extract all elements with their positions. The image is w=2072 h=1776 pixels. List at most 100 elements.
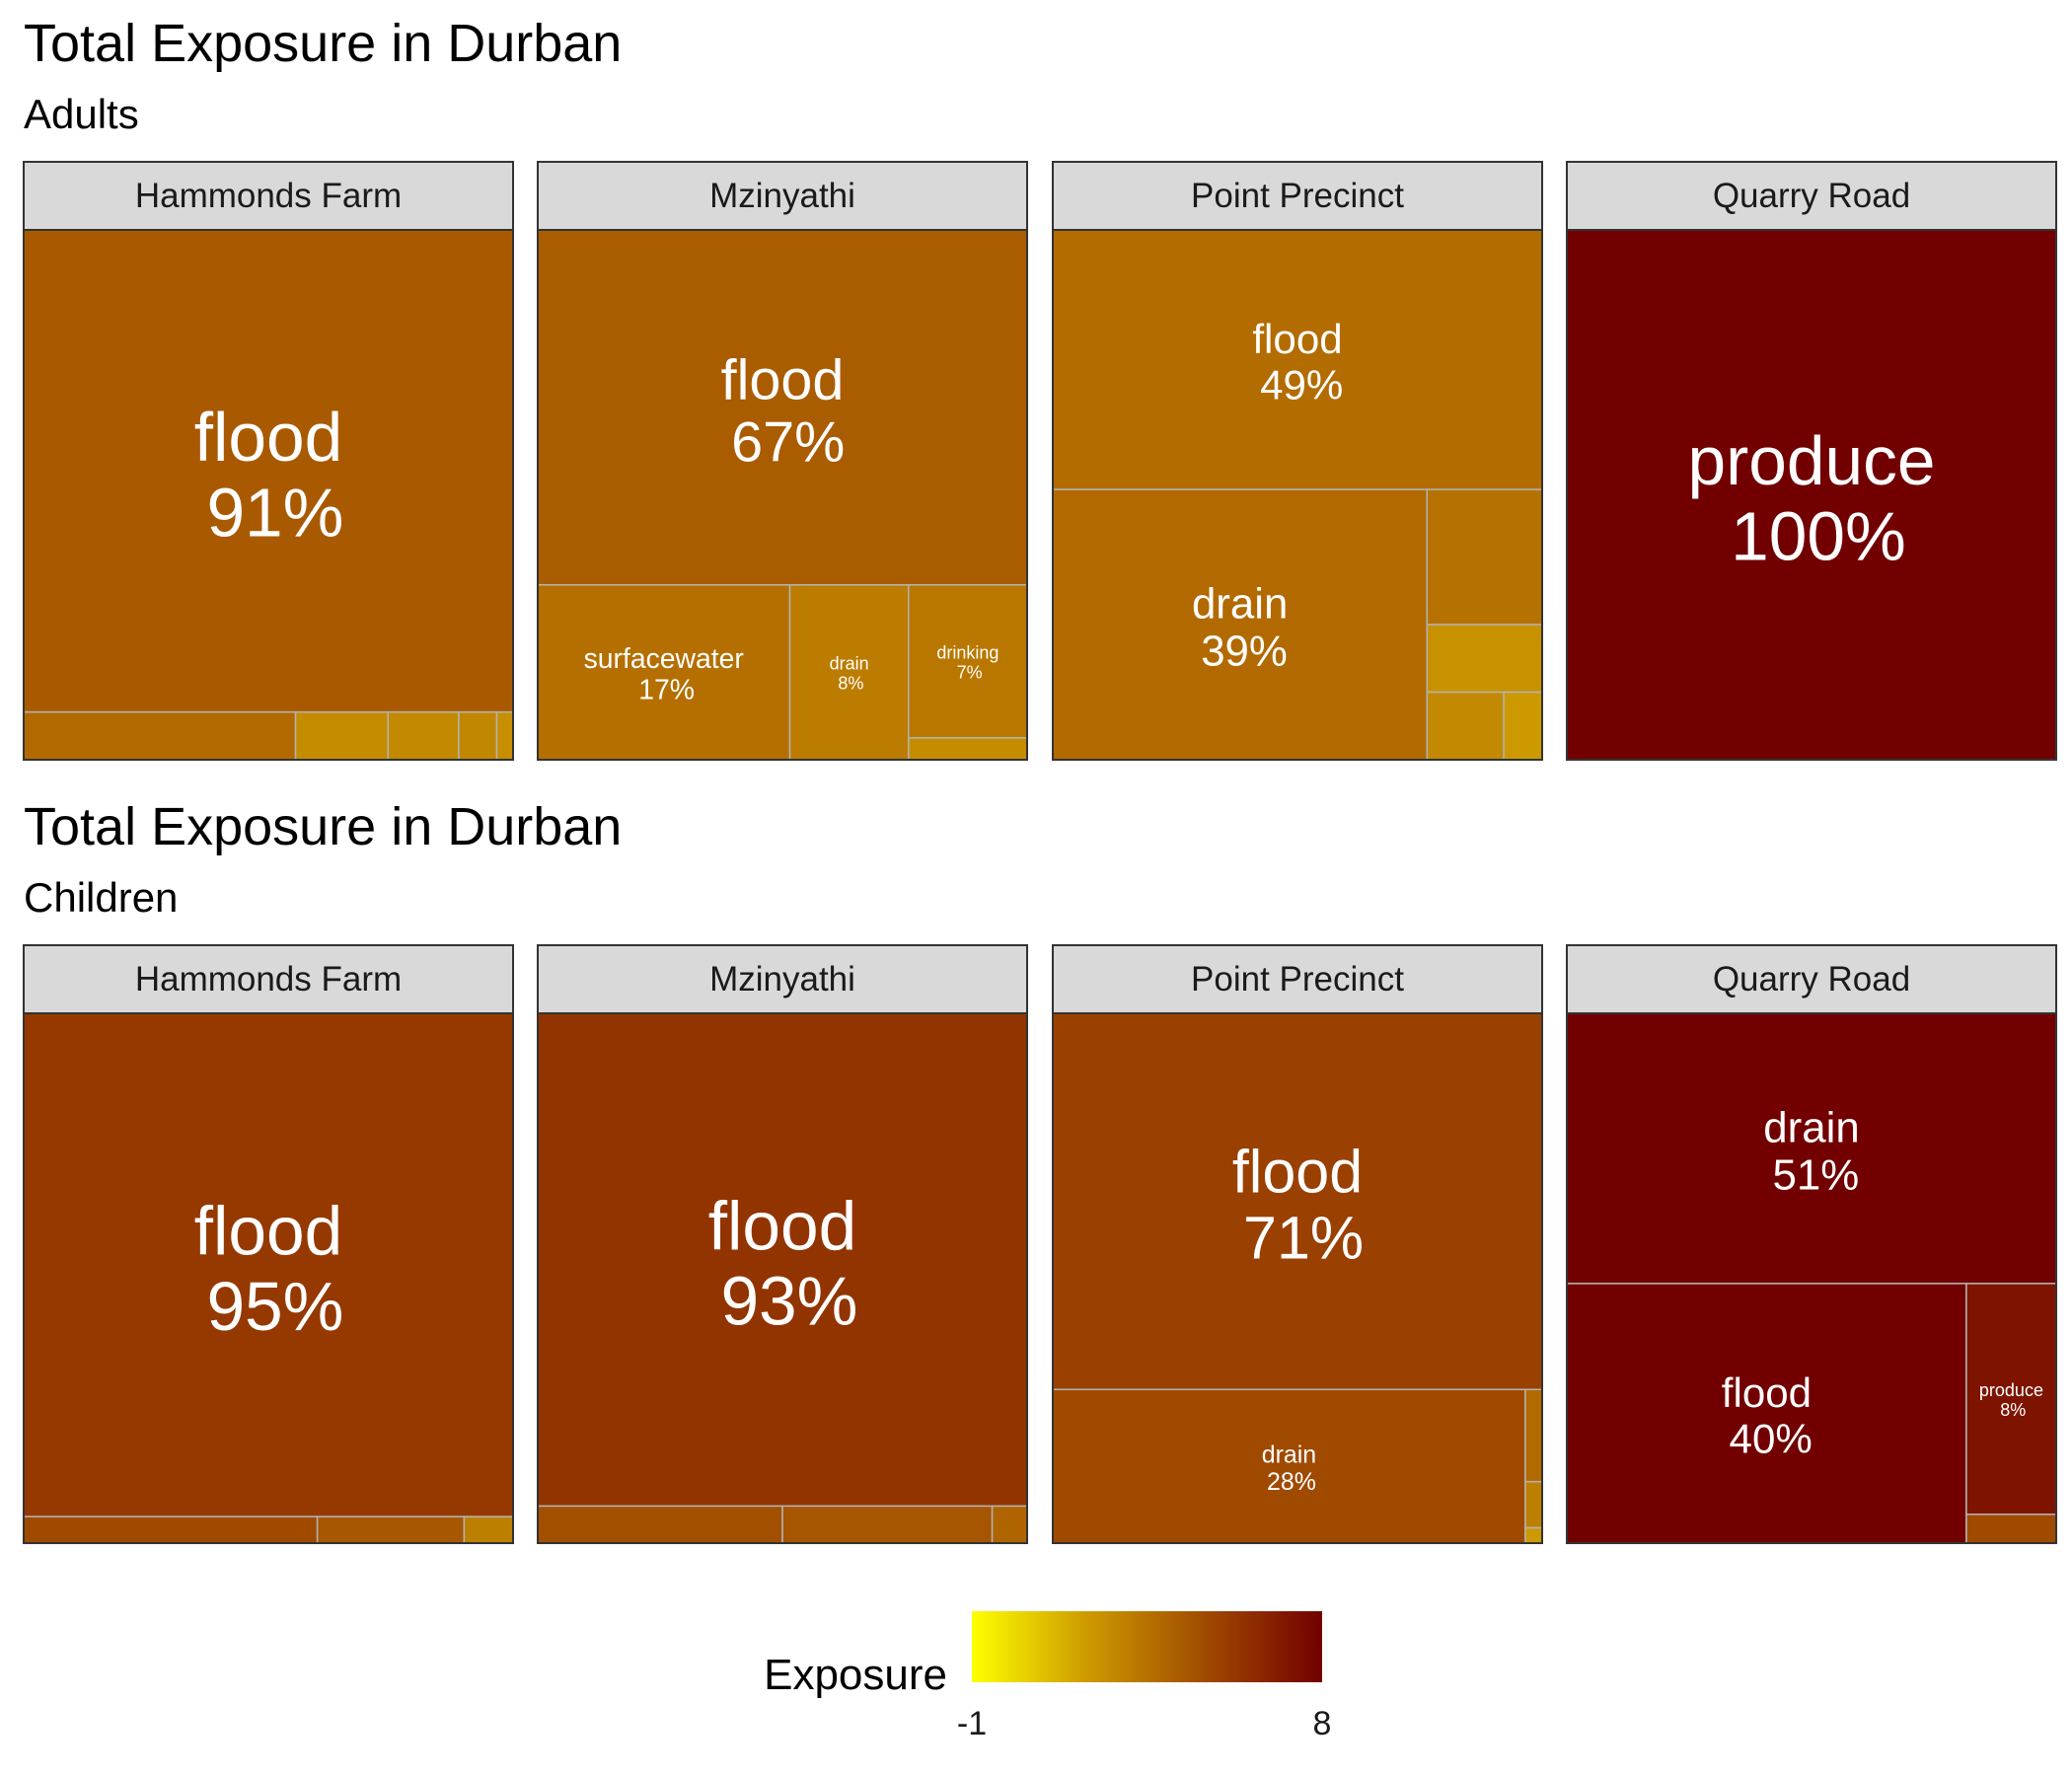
facet-label: Point Precinct bbox=[1191, 177, 1404, 215]
tile-percent: 17% bbox=[638, 674, 695, 705]
treemap-block-children: Total Exposure in Durban Children Hammonds… bbox=[23, 797, 2057, 1544]
tile-percent: 7% bbox=[957, 662, 983, 682]
tile-label: flood bbox=[721, 348, 845, 411]
tile-label: flood bbox=[708, 1187, 857, 1264]
tile-label: drinking bbox=[936, 643, 999, 663]
tile-label: drain bbox=[830, 654, 869, 674]
tile-percent: 95% bbox=[206, 1268, 343, 1345]
panel-border bbox=[23, 229, 514, 761]
treemap-tile bbox=[1503, 691, 1543, 761]
tile-percent: 100% bbox=[1731, 497, 1906, 574]
facet-label: Quarry Road bbox=[1713, 960, 1910, 999]
treemap-tile bbox=[1426, 691, 1505, 761]
tile-label: produce bbox=[1688, 422, 1936, 499]
treemap-tile bbox=[1524, 1480, 1543, 1529]
treemap-tile bbox=[1426, 624, 1543, 694]
tile-label: flood bbox=[1722, 1369, 1812, 1416]
chart-subtitle: Adults bbox=[24, 91, 139, 137]
tile-label: surfacewater bbox=[584, 643, 744, 675]
treemap-tile bbox=[1052, 1388, 1526, 1544]
treemap-tile bbox=[908, 737, 1028, 761]
panel-border bbox=[23, 1012, 514, 1544]
tile-label: produce bbox=[1979, 1380, 2043, 1400]
facet-label: Hammonds Farm bbox=[135, 960, 402, 999]
legend: Exposure -1 8 bbox=[764, 1611, 1331, 1742]
treemap-tile bbox=[991, 1505, 1028, 1544]
tile-percent: 28% bbox=[1267, 1468, 1316, 1496]
facet-strip bbox=[537, 944, 1028, 1014]
panel-border bbox=[1052, 229, 1543, 761]
tile-label: drain bbox=[1763, 1103, 1859, 1151]
tile-label: drain bbox=[1262, 1441, 1316, 1468]
legend-title: Exposure bbox=[764, 1651, 947, 1699]
treemap-tile bbox=[495, 710, 514, 761]
treemap-tile bbox=[781, 1505, 994, 1544]
facet-strip bbox=[23, 944, 514, 1014]
tile-percent: 40% bbox=[1730, 1415, 1813, 1461]
treemap-tile bbox=[316, 1516, 466, 1544]
treemap-tile bbox=[458, 710, 498, 761]
tile-percent: 51% bbox=[1773, 1151, 1860, 1200]
treemap-tile bbox=[1052, 1012, 1543, 1391]
tile-label: flood bbox=[1232, 1138, 1363, 1205]
legend-max-label: 8 bbox=[1313, 1705, 1332, 1742]
treemap-tile bbox=[1965, 1283, 2057, 1516]
tile-percent: 49% bbox=[1260, 362, 1343, 408]
treemap-tile bbox=[23, 1516, 319, 1544]
facet-strip bbox=[23, 161, 514, 231]
treemap-tile bbox=[537, 1012, 1028, 1508]
treemap-tile bbox=[1524, 1526, 1543, 1544]
tile-percent: 93% bbox=[720, 1263, 857, 1340]
facet-label: Mzinyathi bbox=[709, 960, 855, 999]
tile-percent: 67% bbox=[731, 411, 845, 475]
legend-min-label: -1 bbox=[957, 1705, 987, 1742]
tile-label: drain bbox=[1192, 579, 1288, 628]
treemap-tile bbox=[1426, 488, 1543, 626]
facet-label: Point Precinct bbox=[1191, 960, 1404, 999]
facet-strip bbox=[1052, 944, 1543, 1014]
treemap-tile bbox=[1566, 1012, 2057, 1285]
treemap-tile bbox=[463, 1516, 514, 1544]
treemap-tile bbox=[1965, 1514, 2057, 1544]
treemap-tile bbox=[537, 1505, 783, 1544]
treemap-tile bbox=[788, 584, 910, 761]
treemap-block-adults: Total Exposure in Durban Adults Hammonds F… bbox=[23, 14, 2057, 761]
treemap-tile bbox=[908, 584, 1028, 739]
chart-title: Total Exposure in Durban bbox=[24, 14, 622, 73]
panel-border bbox=[1566, 229, 2057, 761]
panel-border bbox=[537, 1012, 1028, 1544]
panel-border bbox=[1052, 1012, 1543, 1544]
treemap-tile bbox=[1566, 229, 2057, 761]
chart-title: Total Exposure in Durban bbox=[24, 797, 622, 856]
treemap-tile bbox=[23, 229, 514, 713]
tile-percent: 91% bbox=[206, 474, 343, 551]
treemap-tile bbox=[23, 710, 297, 761]
treemap-tile bbox=[387, 710, 460, 761]
facet-label: Hammonds Farm bbox=[135, 177, 402, 215]
treemap-tile bbox=[23, 1012, 514, 1517]
facet-strip bbox=[1566, 944, 2057, 1014]
tile-percent: 8% bbox=[838, 673, 863, 693]
treemap-tile bbox=[294, 710, 389, 761]
chart-subtitle: Children bbox=[24, 874, 178, 921]
tile-label: flood bbox=[1252, 316, 1342, 362]
treemap-tile bbox=[1524, 1388, 1543, 1483]
panel-border bbox=[1566, 1012, 2057, 1544]
panel-border bbox=[537, 229, 1028, 761]
facet-label: Quarry Road bbox=[1713, 177, 1910, 215]
tile-percent: 8% bbox=[2000, 1400, 2026, 1420]
tile-label: flood bbox=[194, 1193, 343, 1270]
treemap-tile bbox=[1052, 229, 1543, 490]
tile-label: flood bbox=[194, 399, 343, 476]
facet-strip bbox=[1566, 161, 2057, 231]
treemap-tile bbox=[1566, 1283, 1967, 1544]
facet-strip bbox=[1052, 161, 1543, 231]
